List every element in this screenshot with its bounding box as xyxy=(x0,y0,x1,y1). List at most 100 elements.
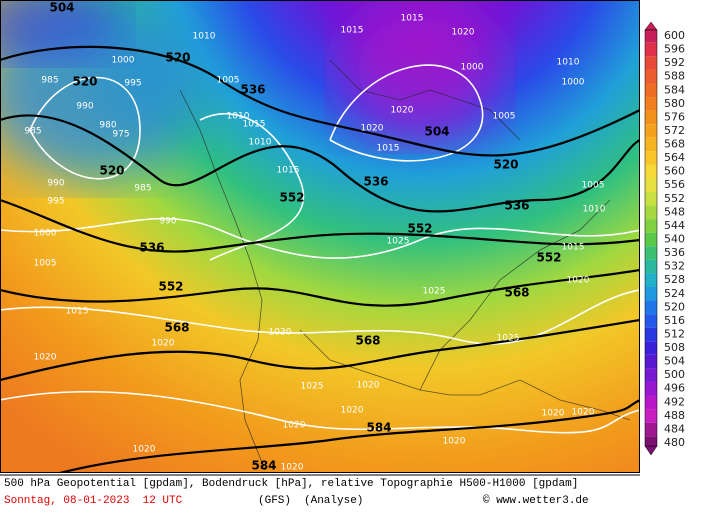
isobar-label: 1010 xyxy=(557,58,580,68)
colorbar-tick-label: 496 xyxy=(664,382,685,395)
colorbar-cell xyxy=(645,83,657,98)
colorbar-tick-label: 480 xyxy=(664,436,685,449)
map-frame xyxy=(0,0,640,473)
colorbar-tick-label: 528 xyxy=(664,273,685,286)
colorbar-arrow-top xyxy=(644,21,658,31)
colorbar-cell xyxy=(645,354,657,369)
isobar-label: 1000 xyxy=(34,229,57,239)
colorbar-cell xyxy=(645,151,657,165)
isobar-label: 1005 xyxy=(582,181,605,191)
isobar-label: 1020 xyxy=(34,353,57,363)
geopotential-label: 520 xyxy=(165,51,190,65)
colorbar-tick-label: 504 xyxy=(664,355,685,368)
geopotential-label: 584 xyxy=(366,421,391,435)
isobar-label: 1010 xyxy=(583,205,606,215)
geopotential-label: 520 xyxy=(493,158,518,172)
isobar-label: 1020 xyxy=(133,445,156,455)
colorbar-cell xyxy=(645,273,657,287)
colorbar-cell xyxy=(645,232,657,247)
geopotential-label: 568 xyxy=(355,334,380,348)
colorbar-tick-label: 516 xyxy=(664,314,685,327)
isobar-label: 1010 xyxy=(193,32,216,42)
colorbar-tick-label: 500 xyxy=(664,368,685,381)
colorbar-tick-label: 492 xyxy=(664,395,685,408)
isobar-label: 1020 xyxy=(567,276,590,286)
isobar-label: 1015 xyxy=(562,243,585,253)
colorbar-tick-label: 556 xyxy=(664,178,685,191)
isobar-label: 990 xyxy=(159,217,176,227)
geopotential-label: 520 xyxy=(72,75,97,89)
colorbar-cell xyxy=(645,368,657,382)
isobar-label: 1005 xyxy=(217,76,240,86)
colorbar-tick-label: 520 xyxy=(664,300,685,313)
isobar-label: 1020 xyxy=(357,381,380,391)
colorbar-cell xyxy=(645,192,657,206)
isobar-label: 1015 xyxy=(277,166,300,176)
isobar-label: 975 xyxy=(112,130,129,140)
colorbar-tick-label: 524 xyxy=(664,287,685,300)
isobar-label: 990 xyxy=(76,102,93,112)
isobar-label: 1005 xyxy=(34,259,57,269)
footer-title: 500 hPa Geopotential [gpdam], Bodendruck… xyxy=(4,478,578,490)
colorbar-tick-label: 512 xyxy=(664,327,685,340)
colorbar-tick-label: 596 xyxy=(664,43,685,56)
colorbar-cell xyxy=(645,56,657,70)
isobar-label: 1020 xyxy=(443,437,466,447)
colorbar-tick-label: 508 xyxy=(664,341,685,354)
geopotential-label: 568 xyxy=(164,321,189,335)
isobar-label: 1030 xyxy=(269,328,292,338)
colorbar-tick-label: 564 xyxy=(664,151,685,164)
colorbar-cell xyxy=(645,381,657,396)
isobar-label: 995 xyxy=(124,79,141,89)
colorbar-tick-label: 588 xyxy=(664,70,685,83)
colorbar-cell xyxy=(645,124,657,138)
isobar-label: 980 xyxy=(99,121,116,131)
colorbar-tick-label: 572 xyxy=(664,124,685,137)
isobar-label: 985 xyxy=(134,184,151,194)
isobar-label: 1025 xyxy=(387,237,410,247)
isobar-label: 1015 xyxy=(377,144,400,154)
isobar-label: 1020 xyxy=(283,421,306,431)
isobar-label: 1025 xyxy=(497,334,520,344)
colorbar-tick-label: 552 xyxy=(664,192,685,205)
colorbar-cell xyxy=(645,314,657,328)
isobar-label: 1020 xyxy=(341,406,364,416)
geopotential-label: 536 xyxy=(504,199,529,213)
colorbar-tick-label: 488 xyxy=(664,409,685,422)
colorbar-cell xyxy=(645,110,657,125)
isobar-label: 1015 xyxy=(341,26,364,36)
geopotential-label: 552 xyxy=(536,251,561,265)
isobar-label: 1020 xyxy=(542,409,565,419)
colorbar-tick-label: 592 xyxy=(664,56,685,69)
geopotential-label: 504 xyxy=(49,1,74,15)
isobar-label: 995 xyxy=(47,197,64,207)
colorbar-cell xyxy=(645,219,657,233)
isobar-label: 1010 xyxy=(227,112,250,122)
colorbar-tick-label: 540 xyxy=(664,233,685,246)
colorbar-cell xyxy=(645,42,657,57)
colorbar-frame xyxy=(644,29,658,447)
geopotential-label: 552 xyxy=(407,222,432,236)
colorbar-tick-label: 560 xyxy=(664,165,685,178)
footer-date: Sonntag, 08-01-2023 12 UTC xyxy=(4,495,183,507)
colorbar-tick-label: 576 xyxy=(664,110,685,123)
footer-model: (GFS) xyxy=(258,495,291,507)
colorbar-cell xyxy=(645,395,657,410)
geopotential-label: 536 xyxy=(240,83,265,97)
colorbar-tick-label: 536 xyxy=(664,246,685,259)
isobar-label: 1025 xyxy=(423,287,446,297)
geopotential-label: 536 xyxy=(139,241,164,255)
isobar-label: 1020 xyxy=(452,28,475,38)
colorbar-cell xyxy=(645,436,657,446)
isobar-label: 985 xyxy=(24,127,41,137)
isobar-label: 1000 xyxy=(112,56,135,66)
isobar-label: 990 xyxy=(47,179,64,189)
colorbar-tick-label: 600 xyxy=(664,29,685,42)
colorbar-cell xyxy=(645,30,657,43)
colorbar-cell xyxy=(645,69,657,84)
geopotential-label: 552 xyxy=(158,280,183,294)
colorbar-arrow-bottom xyxy=(644,445,658,456)
colorbar-cell xyxy=(645,422,657,437)
